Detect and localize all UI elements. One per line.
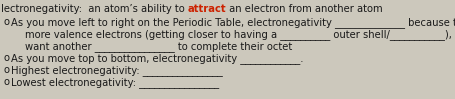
Text: Lowest electronegativity: ________________: Lowest electronegativity: ______________… — [11, 77, 219, 88]
Text: lectronegativity:  an atom’s ability to: lectronegativity: an atom’s ability to — [1, 4, 187, 14]
Text: o: o — [3, 53, 10, 63]
Text: more valence electrons (getting closer to having a __________ outer shell/______: more valence electrons (getting closer t… — [25, 29, 455, 40]
Text: attract: attract — [187, 4, 226, 14]
Text: Highest electronegativity: ________________: Highest electronegativity: _____________… — [11, 65, 222, 76]
Text: o: o — [3, 77, 10, 87]
Text: an electron from another atom: an electron from another atom — [226, 4, 382, 14]
Text: o: o — [3, 65, 10, 75]
Text: As you move top to bottom, electronegativity ____________.: As you move top to bottom, electronegati… — [11, 53, 303, 64]
Text: o: o — [3, 17, 10, 27]
Text: As you move left to right on the Periodic Table, electronegativity _____________: As you move left to right on the Periodi… — [11, 17, 455, 28]
Text: want another ________________ to complete their octet: want another ________________ to complet… — [25, 41, 292, 52]
